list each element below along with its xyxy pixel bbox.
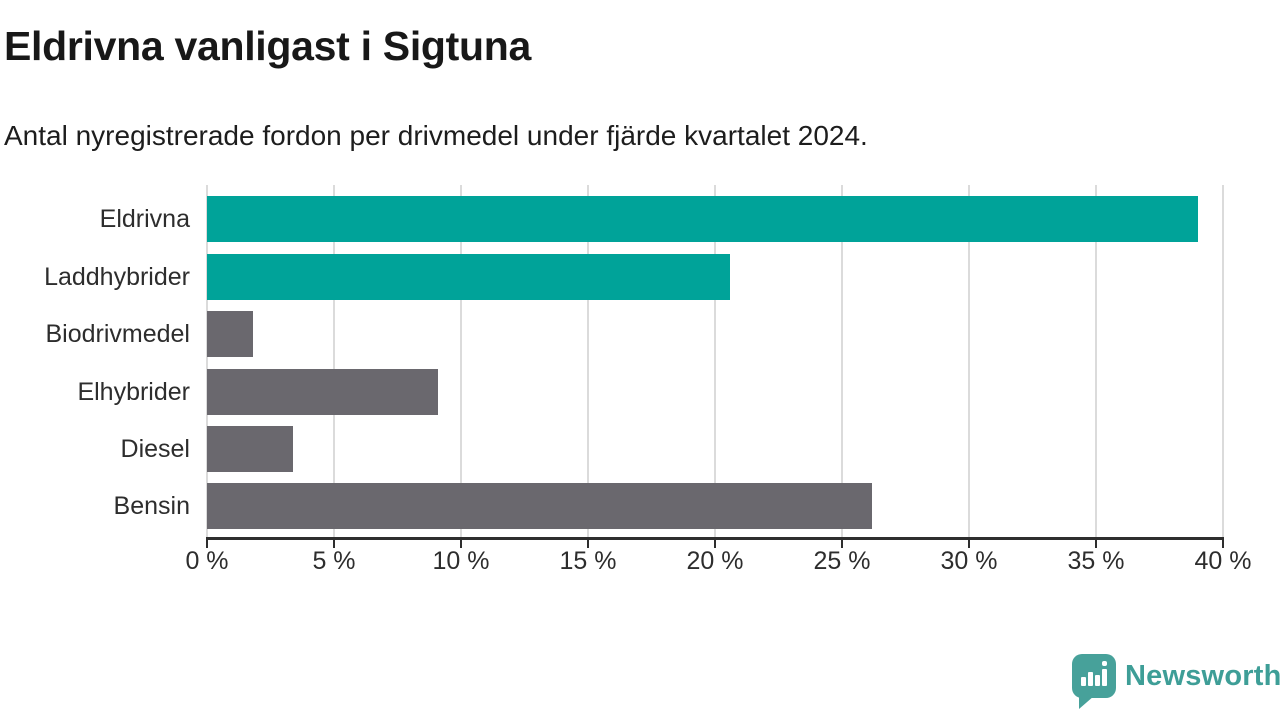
gridline-40% [1222,185,1224,537]
category-label-eldrivna: Eldrivna [99,205,190,233]
x-tick-label-25%: 25 % [813,547,871,575]
category-label-diesel: Diesel [120,435,190,463]
x-tick-20% [714,540,716,548]
x-tick-30% [968,540,970,548]
category-label-elhybrider: Elhybrider [77,378,190,406]
x-tick-label-0%: 0 % [185,547,229,575]
gridline-35% [1095,185,1097,537]
gridline-0% [206,185,208,537]
gridline-5% [333,185,335,537]
x-tick-label-5%: 5 % [312,547,356,575]
newsworthy-logo-text: Newsworthy [1125,659,1280,692]
category-label-bensin: Bensin [113,492,190,520]
plot-area [206,185,1224,537]
logo-mini-bar-3 [1095,675,1100,686]
x-tick-label-40%: 40 % [1194,547,1252,575]
x-tick-label-15%: 15 % [559,547,617,575]
gridline-25% [841,185,843,537]
gridline-30% [968,185,970,537]
bar-bensin [207,483,873,529]
x-tick-10% [460,540,462,548]
logo-speech-bubble-tail [1079,696,1094,709]
bar-chart-speech-bubble-icon [1072,654,1116,709]
logo-mini-bar-2 [1088,672,1093,686]
bar-elhybrider [207,369,439,415]
x-tick-25% [841,540,843,548]
x-axis-line [206,537,1224,540]
gridline-20% [714,185,716,537]
bar-laddhybrider [207,254,731,300]
x-tick-label-30%: 30 % [940,547,998,575]
gridline-10% [460,185,462,537]
x-tick-5% [333,540,335,548]
logo-exclamation-dot [1102,661,1107,666]
logo-speech-bubble [1072,654,1116,698]
chart-subtitle: Antal nyregistrerade fordon per drivmede… [4,120,868,151]
category-label-laddhybrider: Laddhybrider [44,263,190,291]
bar-biodrivmedel [207,311,253,357]
x-tick-15% [587,540,589,548]
x-tick-40% [1222,540,1224,548]
category-label-biodrivmedel: Biodrivmedel [45,320,190,348]
bar-diesel [207,426,294,472]
x-tick-label-10%: 10 % [432,547,490,575]
bar-eldrivna [207,196,1198,242]
logo-mini-bar-1 [1081,677,1086,686]
chart-title: Eldrivna vanligast i Sigtuna [4,23,532,69]
x-tick-label-20%: 20 % [686,547,744,575]
gridline-15% [587,185,589,537]
newsworthy-logo: Newsworthy [1072,654,1280,709]
x-tick-0% [206,540,208,548]
logo-exclamation-line [1102,669,1107,686]
x-tick-label-35%: 35 % [1067,547,1125,575]
x-tick-35% [1095,540,1097,548]
